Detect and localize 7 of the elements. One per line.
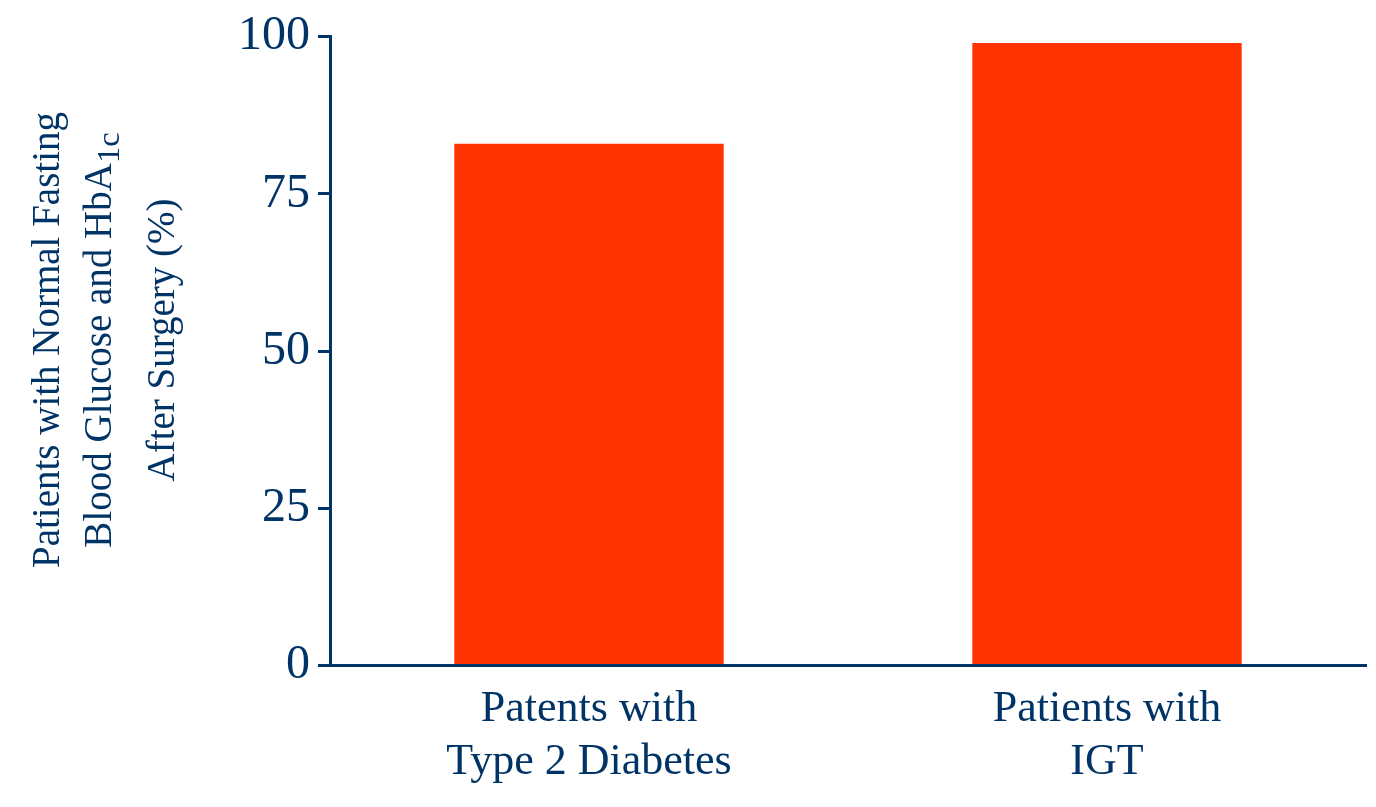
x-tick-label: Patients with IGT <box>992 682 1222 785</box>
y-tick-label: 0 <box>286 635 310 689</box>
y-tick-label: 75 <box>262 163 310 217</box>
x-tick-label: Patents with Type 2 Diabetes <box>446 682 732 785</box>
y-tick-label: 100 <box>238 6 310 60</box>
y-tick-label: 25 <box>262 477 310 531</box>
y-tick-label: 50 <box>262 320 310 374</box>
